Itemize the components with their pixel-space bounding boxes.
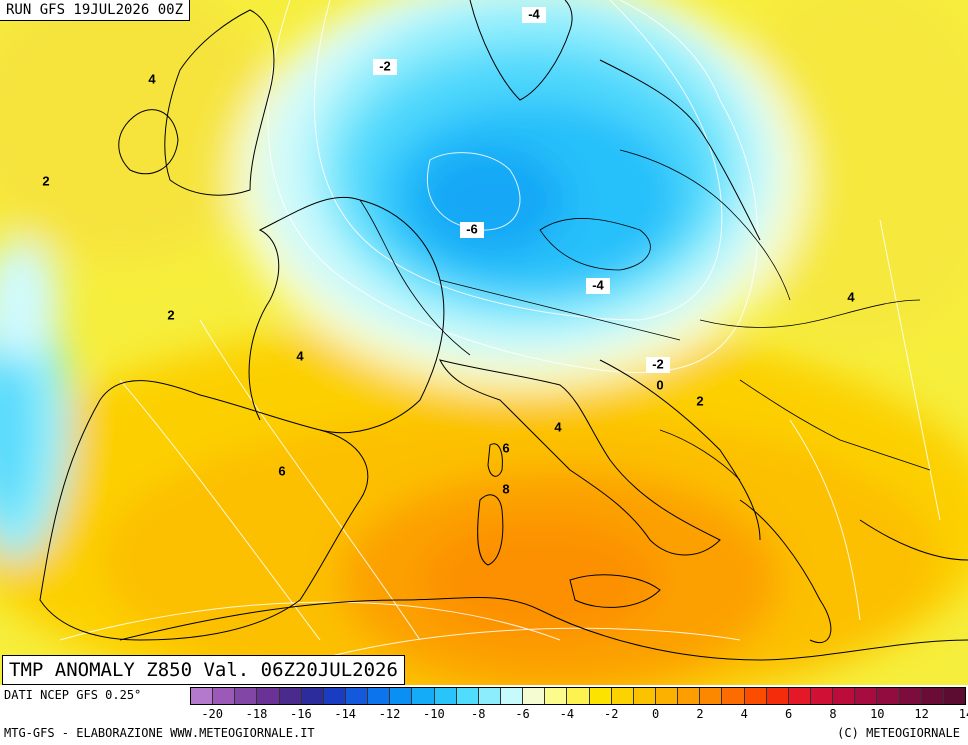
contour-label: 6: [278, 463, 285, 478]
legend-swatch: [412, 688, 435, 704]
legend-swatch: [500, 688, 524, 704]
contour-label: -2: [373, 58, 397, 75]
contour-label-layer: -4 -2 4 2 -6 -4 2 4 4 -2 0 2 4 6 6 8: [42, 6, 855, 496]
legend-swatch: [899, 688, 922, 704]
legend-tick-label: 6: [785, 707, 793, 721]
contour-label-text: -6: [466, 221, 478, 236]
legend-swatch: [545, 688, 568, 704]
legend-swatch: [877, 688, 900, 704]
contour-label-text: 2: [696, 393, 703, 408]
legend-swatch: [213, 688, 236, 704]
legend-tick-label: 10: [870, 707, 885, 721]
contour-label: -6: [460, 221, 484, 238]
legend-swatch: [434, 688, 457, 704]
legend-swatch: [456, 688, 479, 704]
temperature-anomaly-map: -4 -2 4 2 -6 -4 2 4 4 -2 0 2 4 6 6 8: [0, 0, 968, 685]
contour-label: 4: [847, 289, 855, 304]
legend-swatch: [611, 688, 634, 704]
borders: [359, 149, 931, 481]
contour-label: 2: [696, 393, 703, 408]
contour-label-text: 6: [278, 463, 285, 478]
legend-swatch: [700, 688, 723, 704]
legend-swatch: [390, 688, 413, 704]
contour-label: -4: [586, 277, 610, 294]
contour-label: 6: [502, 440, 509, 455]
data-source-label: DATI NCEP GFS 0.25°: [4, 688, 142, 702]
contour-label-text: -2: [379, 58, 391, 73]
contour-label: -4: [522, 6, 546, 23]
legend-swatch: [943, 688, 965, 704]
legend-tick-label: -4: [559, 707, 575, 721]
legend-swatch: [345, 688, 369, 704]
legend-tick-label: 12: [914, 707, 929, 721]
legend-tick-label: -12: [378, 707, 401, 721]
legend-tick-label: -14: [334, 707, 357, 721]
contour-label-text: -2: [652, 356, 664, 371]
legend-swatch: [744, 688, 767, 704]
legend-tick-label: 8: [829, 707, 837, 721]
legend-swatch: [323, 688, 346, 704]
contour-label-text: 4: [296, 348, 304, 363]
legend-tick-label: -2: [604, 707, 619, 721]
contour-label-text: 4: [148, 71, 156, 86]
legend-swatch: [235, 688, 258, 704]
legend-swatch: [523, 688, 546, 704]
legend-swatch: [301, 688, 324, 704]
legend-tick-label: -8: [470, 707, 486, 721]
color-scale-ticks: -20-18-16-14-12-10-8-6-4-202468101214161…: [190, 707, 968, 723]
contour-label: -2: [646, 356, 670, 373]
legend-tick-label: -6: [515, 707, 530, 721]
legend-swatch: [655, 688, 679, 704]
contour-label: 4: [554, 419, 562, 434]
legend-swatch: [633, 688, 656, 704]
legend-swatch: [810, 688, 834, 704]
contour-label-text: 4: [847, 289, 855, 304]
coastlines: [39, 0, 968, 661]
credit-label: MTG-GFS - ELABORAZIONE WWW.METEOGIORNALE…: [4, 726, 315, 740]
color-scale-legend: [190, 687, 966, 705]
contour-label: 8: [502, 481, 509, 496]
legend-swatch: [257, 688, 280, 704]
contour-label-text: 2: [167, 307, 174, 322]
contour-label-text: 6: [502, 440, 509, 455]
legend-swatch: [855, 688, 878, 704]
contour-label: 4: [148, 71, 156, 86]
map-title: TMP ANOMALY Z850 Val. 06Z20JUL2026: [2, 655, 405, 685]
legend-swatch: [921, 688, 944, 704]
legend-swatch: [788, 688, 811, 704]
contour-label-text: -4: [528, 6, 540, 21]
legend-swatch: [833, 688, 856, 704]
legend-swatch: [678, 688, 701, 704]
contour-label: 2: [42, 173, 49, 188]
legend-swatch: [567, 688, 590, 704]
contour-label: 2: [167, 307, 174, 322]
contour-label: 4: [296, 348, 304, 363]
legend-swatch: [766, 688, 789, 704]
contour-label-text: 4: [554, 419, 562, 434]
legend-tick-label: -16: [290, 707, 312, 721]
contour-label: 0: [656, 377, 663, 392]
contour-label-text: -4: [592, 277, 604, 292]
legend-tick-label: -20: [201, 707, 223, 721]
contour-label-text: 2: [42, 173, 49, 188]
legend-swatch: [368, 688, 391, 704]
contour-label-text: 0: [656, 377, 663, 392]
legend-swatch: [722, 688, 745, 704]
legend-tick-label: -18: [245, 707, 268, 721]
copyright-label: (C) METEOGIORNALE: [837, 726, 960, 740]
legend-tick-label: 2: [696, 707, 704, 721]
legend-tick-label: 14: [958, 707, 968, 721]
legend-swatch: [589, 688, 612, 704]
legend-swatch: [478, 688, 501, 704]
legend-swatch: [191, 688, 214, 704]
legend-swatch: [279, 688, 302, 704]
contour-label-text: 8: [502, 481, 509, 496]
run-label: RUN GFS 19JUL2026 00Z: [0, 0, 191, 21]
legend-tick-label: 4: [740, 707, 748, 721]
legend-tick-label: 0: [651, 707, 660, 721]
legend-tick-label: -10: [423, 707, 445, 721]
